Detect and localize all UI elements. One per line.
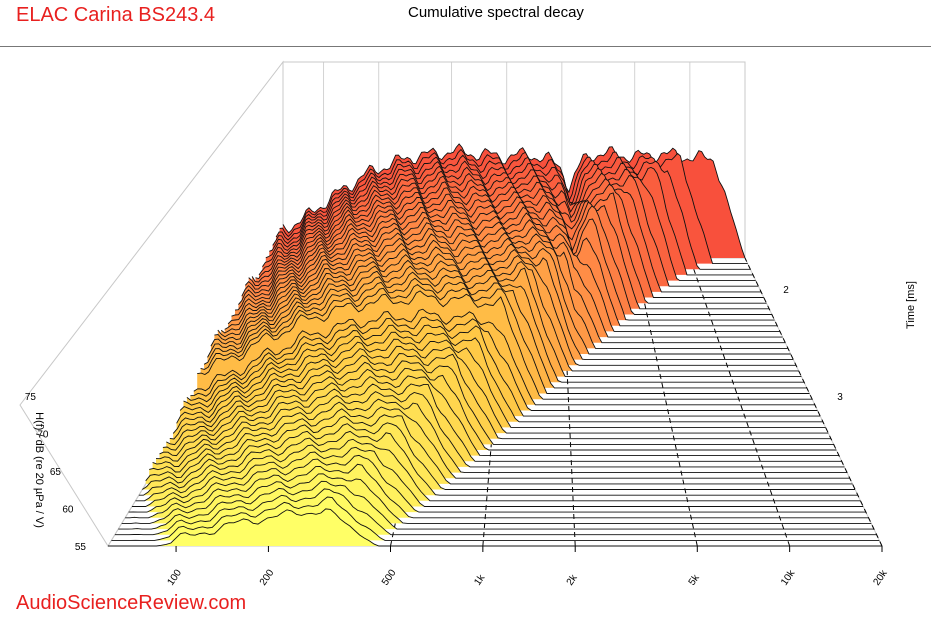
decay-slice-line — [203, 277, 807, 389]
floor-grid-line — [561, 257, 576, 547]
decay-slice-line — [214, 259, 799, 372]
floor-grid-line — [634, 257, 698, 547]
decay-slice-line — [125, 463, 869, 519]
decay-slice-line — [166, 367, 837, 451]
x-tick-label: 2k — [565, 572, 581, 588]
decay-slice-line — [279, 148, 748, 265]
decay-slice-line — [183, 331, 823, 423]
decay-slice-line — [282, 143, 746, 259]
watermark: AudioScienceReview.com — [16, 592, 247, 614]
decay-slice-line — [114, 488, 877, 536]
floor-grid-line — [689, 257, 791, 547]
decay-slice-line — [186, 324, 821, 417]
x-tick-label: 10k — [779, 567, 798, 587]
decay-slices — [108, 143, 882, 547]
decay-slice-line — [248, 199, 772, 315]
decay-slice-line — [135, 438, 861, 502]
decay-slice-line — [231, 227, 786, 344]
decay-slice-line — [121, 473, 872, 524]
decay-slice-line — [220, 246, 794, 361]
time-axis-label: Time [ms] — [905, 281, 917, 329]
decay-slice-line — [238, 216, 780, 332]
time-tick-label: 3 — [837, 392, 843, 403]
decay-slice-line — [224, 239, 791, 355]
decay-slice-line — [172, 353, 831, 440]
decay-slice-line — [227, 233, 788, 349]
x-tick-label: 1k — [472, 572, 488, 588]
decay-slice-line — [145, 414, 853, 485]
header-divider — [0, 46, 931, 47]
decay-slice-line — [262, 175, 762, 293]
decay-slice-line — [251, 193, 770, 310]
decay-slice-line — [190, 316, 818, 411]
decay-slice-line — [149, 406, 850, 479]
decay-slice-line — [162, 375, 839, 457]
decay-slice-line — [197, 290, 813, 400]
chart-title: Cumulative spectral decay — [408, 4, 584, 21]
y-tick-label: 70 — [37, 430, 49, 441]
decay-slice-line — [207, 271, 805, 383]
y-tick-label: 60 — [62, 505, 74, 516]
decay-slice-line — [244, 206, 775, 321]
floor-grid-line — [744, 257, 883, 547]
decay-slice-line — [275, 154, 751, 270]
decay-slice-line — [179, 338, 826, 428]
decay-slice-line — [210, 265, 802, 378]
decay-slice-fill — [108, 508, 882, 546]
x-tick-label: 20k — [871, 567, 890, 587]
x-tick-label: 200 — [258, 567, 277, 587]
decay-slice-line — [155, 391, 845, 468]
decay-slice-line — [217, 253, 796, 366]
decay-slice-line — [169, 360, 834, 445]
product-title: ELAC Carina BS243.4 — [16, 4, 216, 26]
x-tick-label: 5k — [687, 572, 703, 588]
time-tick-label: 2 — [783, 285, 789, 296]
decay-slice-line — [142, 422, 856, 490]
decay-slice-line — [111, 496, 880, 541]
decay-slice-line — [152, 398, 848, 474]
decay-slice-line — [138, 430, 858, 496]
decay-slice-line — [241, 211, 778, 327]
decay-slice-line — [108, 508, 882, 547]
decay-slice-line — [193, 308, 815, 406]
y-tick-label: 65 — [50, 467, 62, 478]
decay-slice-line — [118, 480, 874, 530]
decay-slice-line — [200, 283, 810, 394]
x-tick-label: 500 — [380, 567, 399, 587]
decay-slice-line — [272, 160, 754, 276]
y-tick-label: 75 — [25, 392, 37, 403]
y-tick-label: 55 — [75, 542, 87, 553]
decay-slice-line — [159, 383, 842, 462]
decay-slice-line — [258, 181, 764, 298]
x-tick-label: 100 — [166, 567, 185, 587]
decay-slice-line — [255, 187, 767, 304]
decay-slice-line — [176, 345, 829, 434]
y-axis-label: H(f) / dB (re 20 µPa / V) — [33, 412, 45, 528]
decay-slice-line — [132, 446, 864, 507]
decay-slice-line — [128, 454, 866, 513]
